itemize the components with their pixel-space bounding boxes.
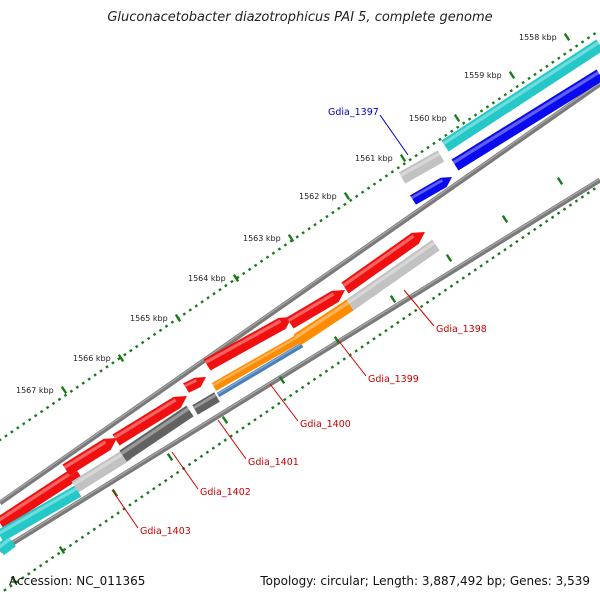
gene-label: Gdia_1398 [436, 324, 487, 335]
tick-mark [58, 545, 66, 555]
gene-arrow-red [62, 438, 117, 476]
gene-feature-steelblue [216, 342, 304, 398]
tick-label: 1558 kbp [519, 33, 557, 42]
tick-mark [333, 335, 341, 345]
tick-mark [111, 488, 119, 498]
gene-feature-darkgray [192, 392, 220, 415]
gene-feature-orange [293, 299, 354, 346]
tick-label: 1563 kbp [243, 234, 281, 243]
tick-mark [399, 153, 407, 163]
tick-mark [174, 313, 182, 323]
gene-label: Gdia_1403 [140, 526, 191, 537]
gene-label-leader-line [171, 451, 199, 490]
scale-dots-outer [0, 32, 597, 442]
tick-mark [563, 32, 571, 42]
tick-mark [287, 233, 295, 243]
gene-feature-gray [346, 239, 440, 311]
genome-summary-text: Topology: circular; Length: 3,887,492 bp… [260, 574, 590, 588]
tick-mark [166, 452, 174, 462]
gene-arrow-blue [410, 177, 452, 205]
gene-feature-red [0, 466, 82, 529]
gene-label: Gdia_1402 [200, 487, 251, 498]
gene-feature-gray [398, 150, 445, 184]
genome-title: Gluconacetobacter diazotrophicus PAI 5, … [107, 10, 493, 25]
gene-arrow-red [112, 396, 187, 446]
tick-mark [278, 375, 286, 385]
gene-label-leader-line [379, 114, 409, 156]
gene-label-leader-line [111, 489, 139, 529]
gene-label-leader-line [403, 289, 435, 327]
gene-arrow-red [286, 290, 345, 329]
gene-feature-orange [211, 335, 301, 391]
gene-label-leader-line [269, 383, 299, 422]
backbone-line-outer [0, 81, 600, 506]
tick-mark [389, 294, 397, 304]
gene-arrow-red [183, 377, 206, 393]
tick-label: 1565 kbp [130, 314, 168, 323]
gene-feature-cyan [441, 39, 600, 152]
gene-label: Gdia_1397 [328, 107, 379, 118]
tick-mark [10, 575, 18, 585]
gene-feature-gray [71, 448, 132, 493]
gene-label: Gdia_1400 [300, 419, 351, 430]
tick-mark [221, 415, 229, 425]
tick-mark [508, 70, 516, 80]
tick-mark [556, 176, 564, 186]
tick-label: 1559 kbp [464, 71, 502, 80]
tick-label: 1564 kbp [188, 274, 226, 283]
gene-feature-blue [451, 69, 600, 171]
gene-feature-cyan [0, 535, 16, 556]
scale-dots-inner [3, 187, 596, 592]
gene-label: Gdia_1401 [248, 457, 299, 468]
tick-mark [60, 385, 68, 395]
tick-mark [232, 273, 240, 283]
tick-mark [445, 253, 453, 263]
gene-feature-cyan [0, 485, 82, 542]
backbone-line-inner [0, 177, 600, 554]
gene-arrow-red [203, 317, 292, 371]
tick-label: 1560 kbp [409, 114, 447, 123]
tick-mark [117, 353, 125, 363]
accession-text: Accession: NC_011365 [9, 574, 146, 588]
gene-feature-darkgray [119, 405, 194, 462]
gene-label-leader-line [217, 419, 247, 460]
tick-label: 1562 kbp [299, 192, 337, 201]
gene-label: Gdia_1399 [368, 374, 419, 385]
tick-mark [343, 191, 351, 201]
tick-mark [453, 113, 461, 123]
gene-arrow-red [341, 232, 425, 294]
tick-label: 1567 kbp [16, 386, 54, 395]
gene-label-leader-line [337, 339, 367, 377]
tick-label: 1561 kbp [355, 154, 393, 163]
tick-label: 1566 kbp [73, 354, 111, 363]
tick-mark [501, 214, 509, 224]
